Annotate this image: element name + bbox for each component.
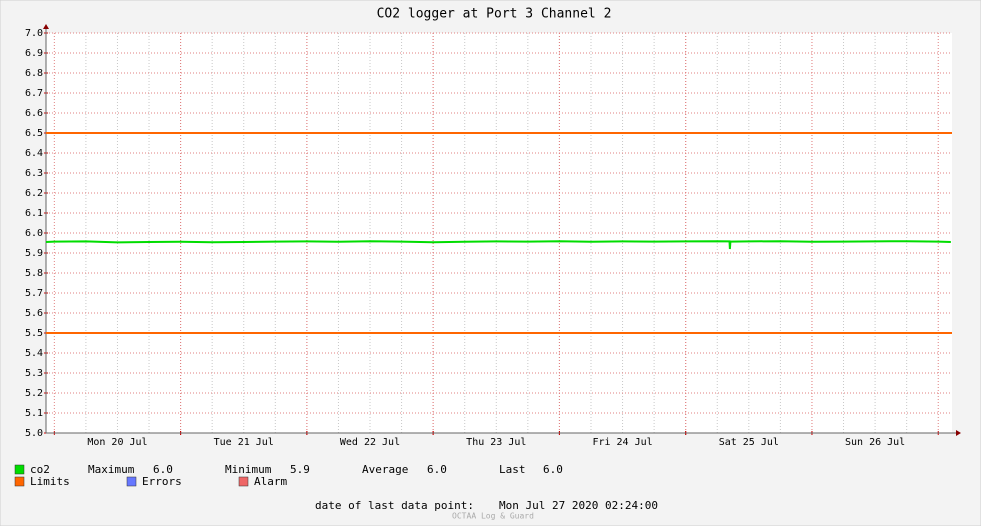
y-tick-label: 6.8 — [25, 68, 43, 79]
x-tick-label: Wed 22 Jul — [340, 437, 400, 448]
x-axis-arrow — [956, 430, 961, 436]
x-tick-label: Mon 20 Jul — [87, 437, 147, 448]
legend-label: Limits — [30, 475, 70, 488]
stat-value: 6.0 — [543, 463, 563, 476]
x-tick-label: Sat 25 Jul — [719, 437, 779, 448]
y-tick-label: 6.2 — [25, 188, 43, 199]
watermark: OCTAA Log & Guard — [452, 512, 534, 521]
y-tick-label: 6.7 — [25, 88, 43, 99]
stat-value: 6.0 — [153, 463, 173, 476]
y-tick-label: 5.8 — [25, 268, 43, 279]
legend-swatch — [14, 464, 25, 475]
y-tick-label: 5.5 — [25, 328, 43, 339]
legend-swatch — [238, 476, 249, 487]
y-tick-label: 5.3 — [25, 368, 43, 379]
stat-name: Last — [499, 463, 526, 476]
y-tick-label: 5.2 — [25, 388, 43, 399]
x-tick-label: Thu 23 Jul — [466, 437, 526, 448]
y-tick-label: 6.9 — [25, 48, 43, 59]
y-tick-label: 6.3 — [25, 168, 43, 179]
stat-name: Minimum — [225, 463, 272, 476]
stat-name: Average — [362, 463, 408, 476]
legend-swatch — [14, 476, 25, 487]
legend-label: Alarm — [254, 475, 287, 488]
x-tick-label: Tue 21 Jul — [214, 437, 274, 448]
chart-title: CO2 logger at Port 3 Channel 2 — [377, 7, 612, 22]
legend-label: Errors — [142, 475, 182, 488]
y-tick-label: 6.5 — [25, 128, 43, 139]
stat-value: 5.9 — [290, 463, 310, 476]
y-tick-label: 5.1 — [25, 408, 43, 419]
y-tick-label: 7.0 — [25, 28, 43, 39]
data-line — [45, 240, 951, 250]
y-tick-label: 6.1 — [25, 208, 43, 219]
y-axis-arrow — [43, 24, 49, 29]
y-tick-label: 5.9 — [25, 248, 43, 259]
y-tick-label: 5.0 — [25, 428, 43, 439]
stat-name: Maximum — [88, 463, 135, 476]
legend-swatch — [126, 476, 137, 487]
footer-label: date of last data point: — [315, 499, 474, 512]
y-tick-label: 5.7 — [25, 288, 43, 299]
y-tick-label: 5.4 — [25, 348, 43, 359]
y-tick-label: 5.6 — [25, 308, 43, 319]
x-tick-label: Fri 24 Jul — [592, 437, 652, 448]
x-tick-label: Sun 26 Jul — [845, 437, 905, 448]
y-tick-label: 6.0 — [25, 228, 43, 239]
stat-value: 6.0 — [427, 463, 447, 476]
y-tick-label: 6.4 — [25, 148, 43, 159]
legend-label: co2 — [30, 463, 50, 476]
y-tick-label: 6.6 — [25, 108, 43, 119]
footer-value: Mon Jul 27 2020 02:24:00 — [499, 499, 658, 512]
